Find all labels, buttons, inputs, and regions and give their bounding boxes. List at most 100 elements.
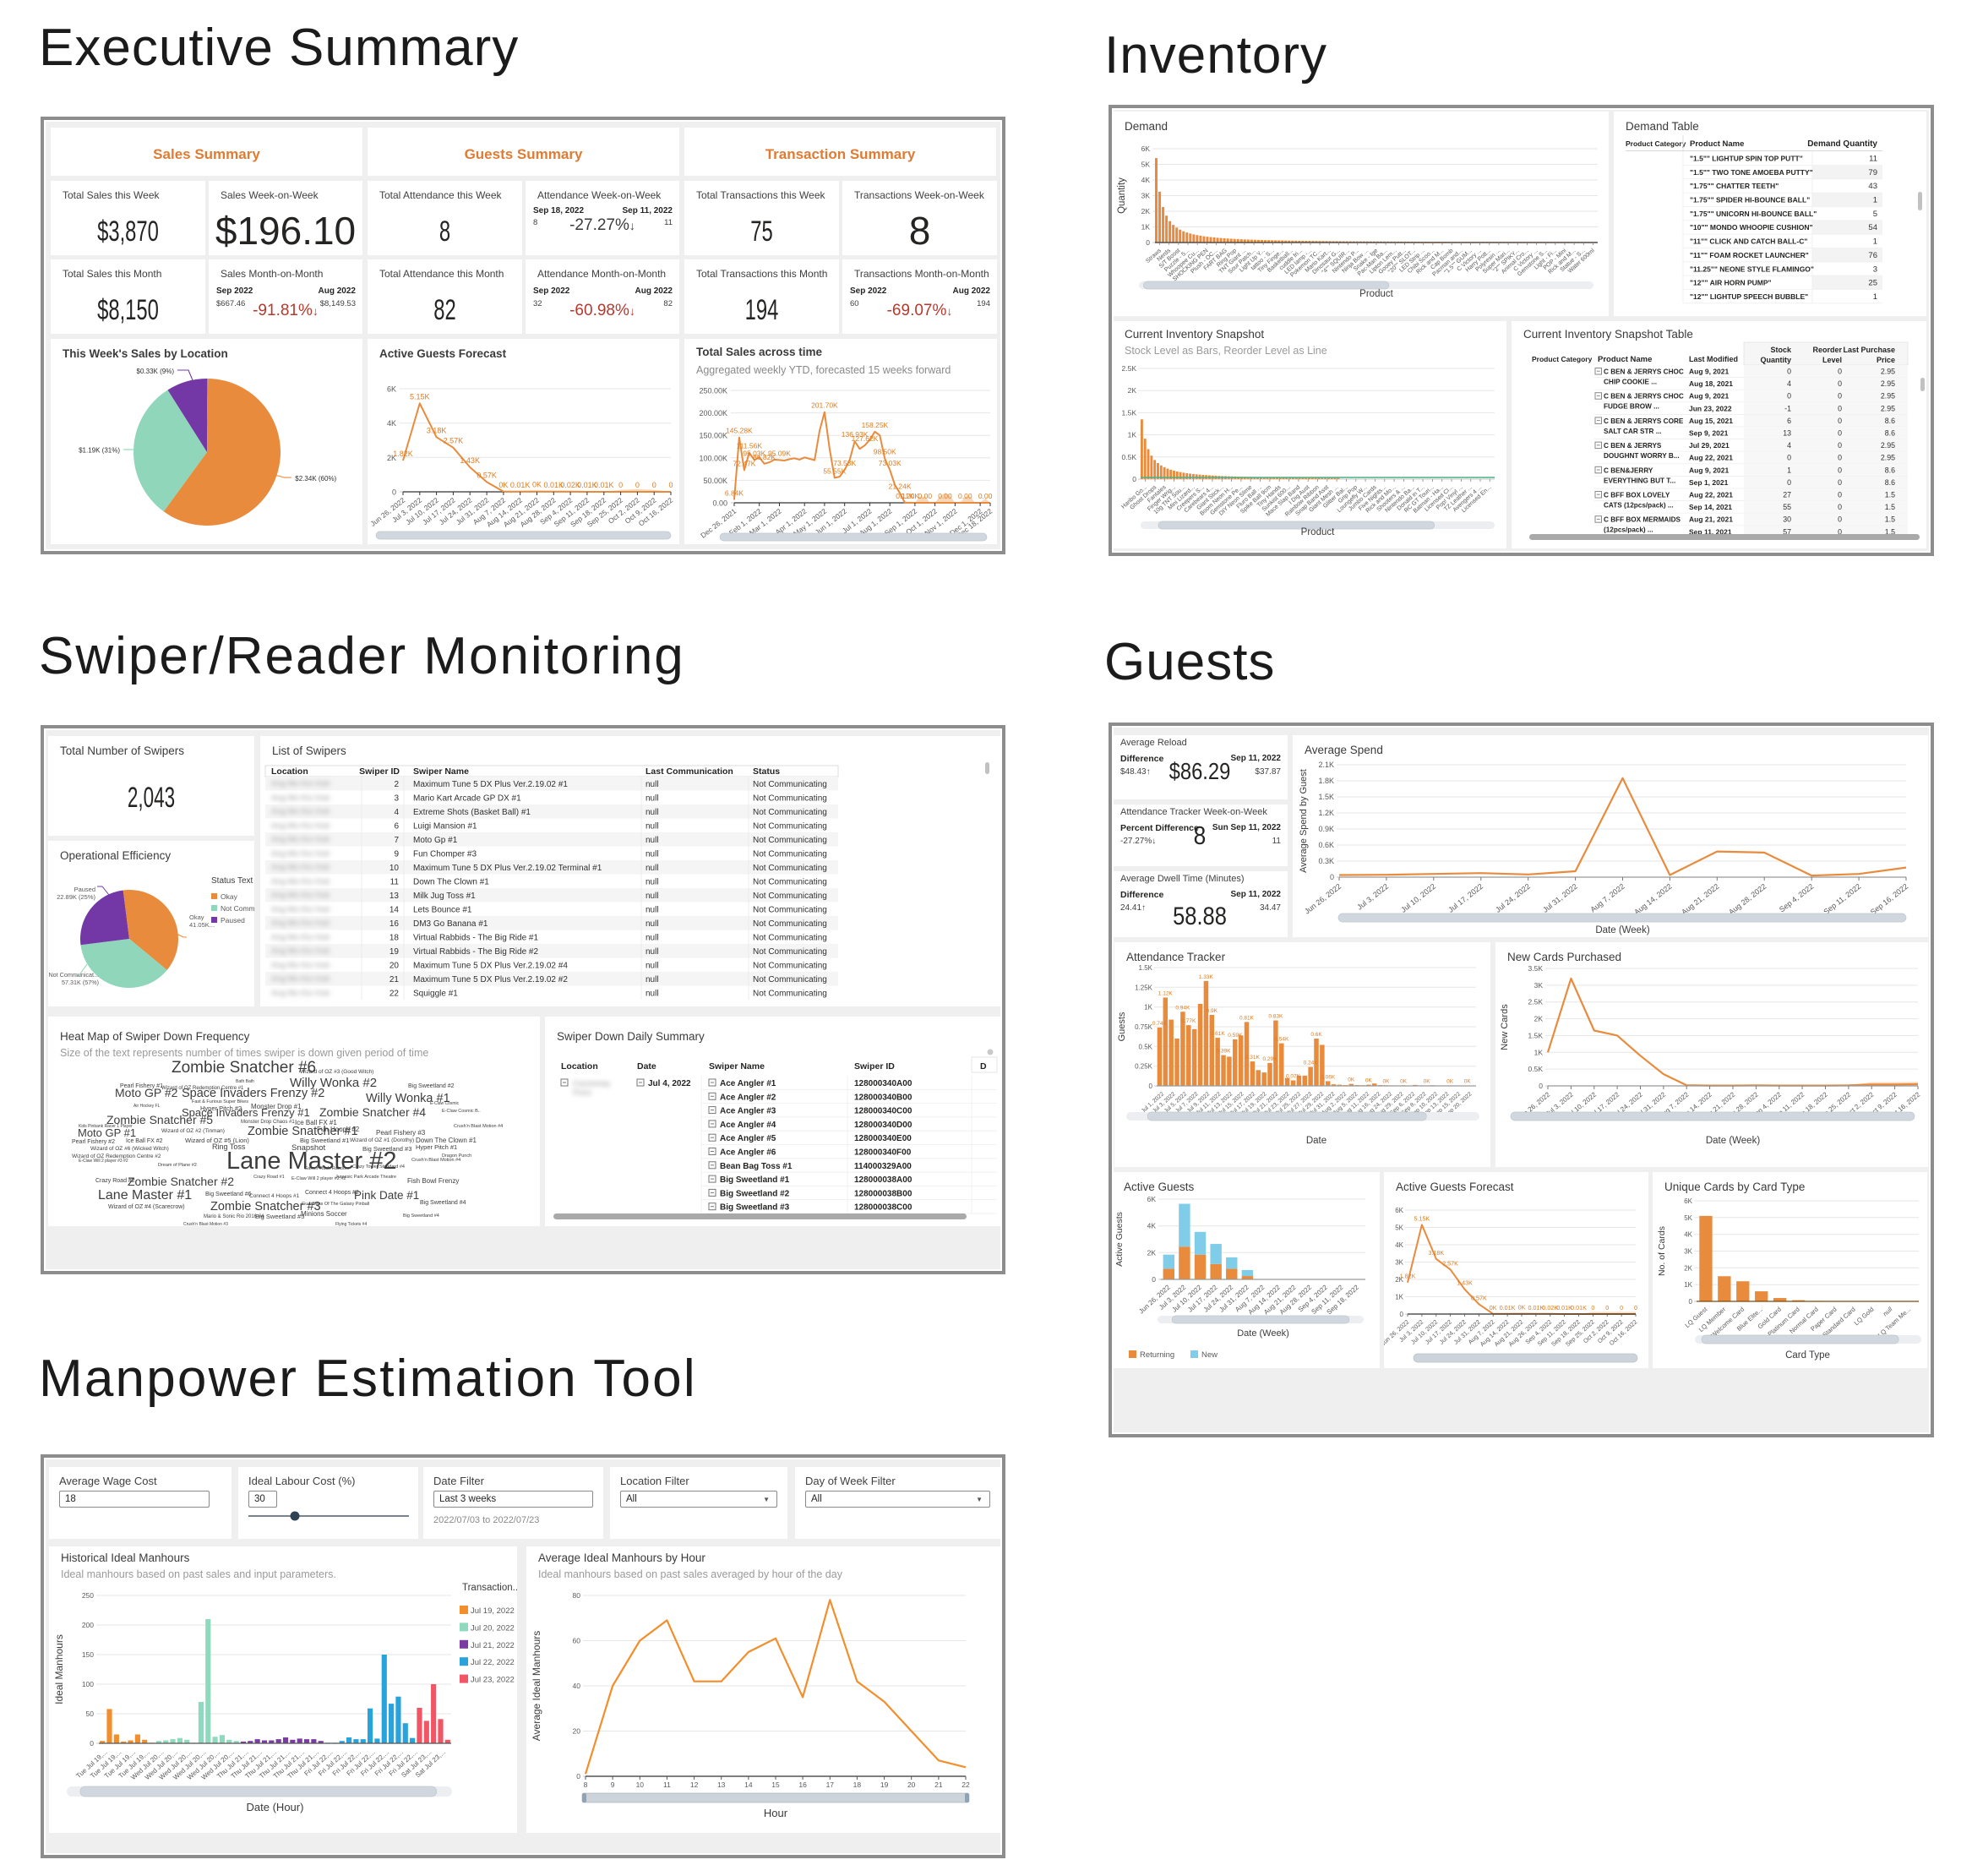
svg-text:"11.25"" NEONE STYLE FLAMINGO": "11.25"" NEONE STYLE FLAMINGO" <box>1690 264 1814 273</box>
svg-text:Air Hockey FL: Air Hockey FL <box>133 1104 161 1109</box>
svg-text:128000038A00: 128000038A00 <box>854 1175 912 1185</box>
svg-text:Ice Ball FX #1: Ice Ball FX #1 <box>295 1119 337 1126</box>
svg-text:Wizard of OZ #4 (Scarecrow): Wizard of OZ #4 (Scarecrow) <box>108 1204 185 1210</box>
svg-text:Ace Angler #4: Ace Angler #4 <box>720 1121 776 1130</box>
svg-text:0.00: 0.00 <box>918 492 933 500</box>
svg-text:Not Communicating: Not Communicating <box>753 961 827 970</box>
svg-text:21: 21 <box>389 975 400 984</box>
svg-text:Active Guests: Active Guests <box>1114 1212 1125 1267</box>
svg-text:0: 0 <box>652 481 656 489</box>
svg-text:19: 19 <box>880 1781 889 1789</box>
svg-text:0.25K: 0.25K <box>1135 1063 1153 1071</box>
svg-text:22: 22 <box>961 1781 970 1789</box>
svg-text:1.82K: 1.82K <box>1400 1273 1416 1280</box>
svg-text:25: 25 <box>1868 279 1877 288</box>
svg-text:0: 0 <box>1634 1304 1637 1312</box>
svg-text:Luigi Mansion #1: Luigi Mansion #1 <box>413 821 477 831</box>
svg-text:Lane Master #1: Lane Master #1 <box>98 1188 192 1202</box>
svg-text:200: 200 <box>82 1621 94 1629</box>
svg-text:Jul 22, 2022: Jul 22, 2022 <box>471 1658 515 1667</box>
svg-text:Zombie Snatcher #3: Zombie Snatcher #3 <box>210 1200 321 1213</box>
svg-text:Aug 7, 2022: Aug 7, 2022 <box>1588 882 1626 914</box>
svg-text:0: 0 <box>1838 368 1842 376</box>
svg-text:Ring Toss: Ring Toss <box>212 1143 246 1151</box>
svg-text:Big Sweetland #4: Big Sweetland #4 <box>403 1213 439 1219</box>
svg-text:2.1K: 2.1K <box>1318 761 1334 769</box>
svg-text:0: 0 <box>1787 454 1791 462</box>
svg-text:Not Communicating: Not Communicating <box>753 849 827 859</box>
svg-text:Not Communicating: Not Communicating <box>753 877 827 886</box>
svg-text:1: 1 <box>1873 196 1877 205</box>
svg-text:C BEN & JERRYS: C BEN & JERRYS <box>1604 442 1662 450</box>
svg-text:Not Communicating: Not Communicating <box>753 892 827 901</box>
svg-text:2.95: 2.95 <box>1881 392 1895 401</box>
svg-text:0.06K: 0.06K <box>1321 1074 1336 1080</box>
svg-text:0: 0 <box>90 1739 94 1748</box>
svg-text:18: 18 <box>389 933 400 942</box>
svg-text:Squiggle #1: Squiggle #1 <box>413 989 458 998</box>
svg-text:86.82K: 86.82K <box>753 453 776 461</box>
svg-text:0K: 0K <box>1383 1078 1391 1084</box>
svg-text:"1.75"" SPIDER HI-BOUNCE BALL": "1.75"" SPIDER HI-BOUNCE BALL" <box>1690 196 1810 205</box>
svg-text:80: 80 <box>573 1591 581 1600</box>
svg-text:0.02K: 0.02K <box>1542 1304 1558 1312</box>
svg-text:1.43K: 1.43K <box>1457 1279 1473 1287</box>
svg-text:1K: 1K <box>1684 1281 1692 1289</box>
svg-text:0K: 0K <box>498 481 508 489</box>
svg-text:null: null <box>646 975 659 984</box>
svg-text:0.5K: 0.5K <box>1122 453 1137 461</box>
svg-text:Aug 22, 2021: Aug 22, 2021 <box>1689 491 1733 499</box>
svg-text:3K: 3K <box>1395 1259 1403 1267</box>
svg-text:0.61K: 0.61K <box>1211 1031 1226 1037</box>
svg-text:1.25K: 1.25K <box>1135 984 1153 991</box>
svg-text:Average Ideal Manhours: Average Ideal Manhours <box>531 1631 542 1742</box>
svg-text:C BEN&JERRY: C BEN&JERRY <box>1604 466 1653 474</box>
svg-text:0.01K: 0.01K <box>1556 1304 1572 1312</box>
svg-text:Aug 9, 2021: Aug 9, 2021 <box>1689 392 1730 401</box>
svg-text:0: 0 <box>618 481 623 489</box>
svg-text:Moto Gp #1: Moto Gp #1 <box>413 836 458 845</box>
svg-text:0: 0 <box>1146 238 1150 247</box>
svg-text:Date (Week): Date (Week) <box>1595 925 1650 935</box>
svg-text:50: 50 <box>86 1710 95 1718</box>
svg-text:Jul 31, 2022: Jul 31, 2022 <box>1541 882 1579 914</box>
svg-text:null: null <box>646 836 659 845</box>
svg-text:DOUGHNT WORRY B...: DOUGHNT WORRY B... <box>1604 452 1680 460</box>
svg-text:CATS (12pcs/pack) ...: CATS (12pcs/pack) ... <box>1604 502 1674 510</box>
svg-text:2K: 2K <box>1147 1248 1157 1257</box>
svg-text:0.94K: 0.94K <box>1175 1005 1190 1011</box>
svg-text:Crush'n Blast Motion #4: Crush'n Blast Motion #4 <box>411 1158 460 1163</box>
svg-text:C BFF BOX MERMAIDS: C BFF BOX MERMAIDS <box>1604 516 1681 524</box>
svg-text:null: null <box>646 780 659 789</box>
svg-text:null: null <box>646 989 659 998</box>
svg-text:Maximum Tune 5 DX Plus Ver.2.1: Maximum Tune 5 DX Plus Ver.2.19.02 #4 <box>413 961 568 970</box>
svg-text:Status Text: Status Text <box>211 876 253 886</box>
svg-text:0.83K: 0.83K <box>1268 1014 1283 1020</box>
svg-text:Monster Drop Chaos #1: Monster Drop Chaos #1 <box>241 1120 295 1125</box>
svg-text:null: null <box>646 892 659 901</box>
svg-text:Status: Status <box>753 766 780 777</box>
svg-text:55.55K: 55.55K <box>823 466 846 475</box>
svg-text:0.01K: 0.01K <box>1528 1304 1544 1312</box>
svg-text:15: 15 <box>771 1781 780 1789</box>
svg-text:0K: 0K <box>1518 1304 1526 1312</box>
svg-text:128000038C00: 128000038C00 <box>854 1203 912 1213</box>
svg-text:2K: 2K <box>1395 1276 1403 1284</box>
svg-text:null: null <box>646 808 659 817</box>
svg-text:150.00K: 150.00K <box>699 432 727 440</box>
svg-text:Ace Angler #5: Ace Angler #5 <box>720 1134 776 1143</box>
svg-text:Not Communicating: Not Communicating <box>753 905 827 914</box>
svg-text:0K: 0K <box>1400 1078 1408 1084</box>
svg-text:1.33K: 1.33K <box>1199 974 1214 980</box>
svg-text:41.05K...: 41.05K... <box>189 921 215 929</box>
svg-text:3.18K: 3.18K <box>427 426 447 434</box>
svg-text:Crush'n Blast Motion #4: Crush'n Blast Motion #4 <box>454 1124 503 1129</box>
svg-text:0: 0 <box>1149 1083 1153 1090</box>
svg-text:Big Sweetland #2: Big Sweetland #2 <box>408 1083 455 1089</box>
svg-text:LQ Team Me...: LQ Team Me... <box>1877 1306 1912 1339</box>
svg-text:Transaction...: Transaction... <box>462 1583 517 1593</box>
svg-text:Not Communicating: Not Communicating <box>753 989 827 998</box>
svg-text:Wizard of OZ #3 (Good Witch): Wizard of OZ #3 (Good Witch) <box>300 1069 373 1075</box>
svg-text:16: 16 <box>389 919 400 929</box>
svg-text:8.6: 8.6 <box>1885 429 1895 438</box>
